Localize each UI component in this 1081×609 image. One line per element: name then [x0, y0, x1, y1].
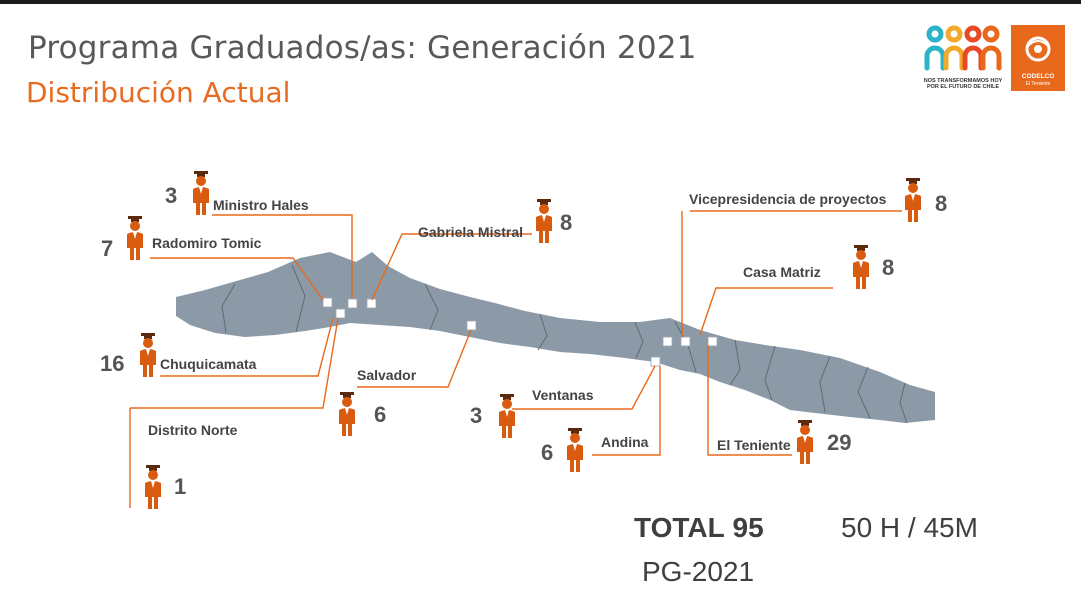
graduate-icon — [852, 245, 870, 289]
program-code: PG-2021 — [642, 556, 755, 587]
codelco-division: El Teniente — [1025, 81, 1051, 87]
label-chuquicamata: Chuquicamata — [160, 356, 257, 372]
count-chuquicamata: 16 — [100, 351, 125, 376]
count-radomiro-tomic: 7 — [101, 236, 114, 261]
count-ventanas: 3 — [470, 403, 483, 428]
codelco-logo — [1011, 25, 1065, 91]
label-el-teniente: El Teniente — [717, 437, 791, 453]
page-subtitle: Distribución Actual — [26, 76, 291, 109]
count-el-teniente: 29 — [827, 430, 852, 455]
label-casa-matriz: Casa Matriz — [743, 264, 821, 280]
graduate-icon — [144, 465, 162, 509]
count-casa-matriz: 8 — [882, 255, 895, 280]
count-vicepresidencia: 8 — [935, 191, 948, 216]
total-summary: TOTAL 95 — [634, 512, 764, 544]
label-ventanas: Ventanas — [532, 387, 594, 403]
top-border — [0, 0, 1081, 4]
graduate-icon — [338, 392, 356, 436]
leader-lines — [129, 210, 902, 508]
graduate-icon — [535, 199, 553, 243]
label-andina: Andina — [601, 434, 649, 450]
codelco-name: CODELCO — [1021, 73, 1055, 80]
campaign-people-logo — [924, 25, 1002, 71]
chile-territory — [176, 252, 935, 423]
graduate-icon — [566, 428, 584, 472]
page-title: Programa Graduados/as: Generación 2021 — [28, 30, 697, 66]
graduate-icon — [796, 420, 814, 464]
count-ministro-hales: 3 — [165, 183, 178, 208]
label-vicepresidencia: Vicepresidencia de proyectos — [689, 191, 887, 207]
label-ministro-hales: Ministro Hales — [213, 197, 309, 213]
graduate-icon — [498, 394, 516, 438]
site-markers — [322, 297, 718, 367]
codelco-emblem-icon — [1025, 36, 1051, 62]
label-salvador: Salvador — [357, 367, 417, 383]
graduate-icon — [192, 171, 210, 215]
count-andina: 6 — [541, 440, 554, 465]
label-distrito-norte: Distrito Norte — [148, 422, 238, 438]
count-salvador: 6 — [374, 402, 387, 427]
count-gabriela-mistral: 8 — [560, 210, 573, 235]
label-radomiro-tomic: Radomiro Tomic — [152, 235, 262, 251]
graduate-icon — [904, 178, 922, 222]
total-label: TOTAL — [634, 512, 725, 543]
graduate-icon — [139, 333, 157, 377]
total-value: 95 — [732, 512, 764, 543]
gender-split: 50 H / 45M — [841, 512, 978, 543]
count-distrito-norte: 1 — [174, 474, 187, 499]
campaign-logo-text: NOS TRANSFORMAMOS HOY POR EL FUTURO DE C… — [923, 78, 1003, 90]
label-gabriela-mistral: Gabriela Mistral — [418, 224, 524, 240]
graduate-icon — [126, 216, 144, 260]
